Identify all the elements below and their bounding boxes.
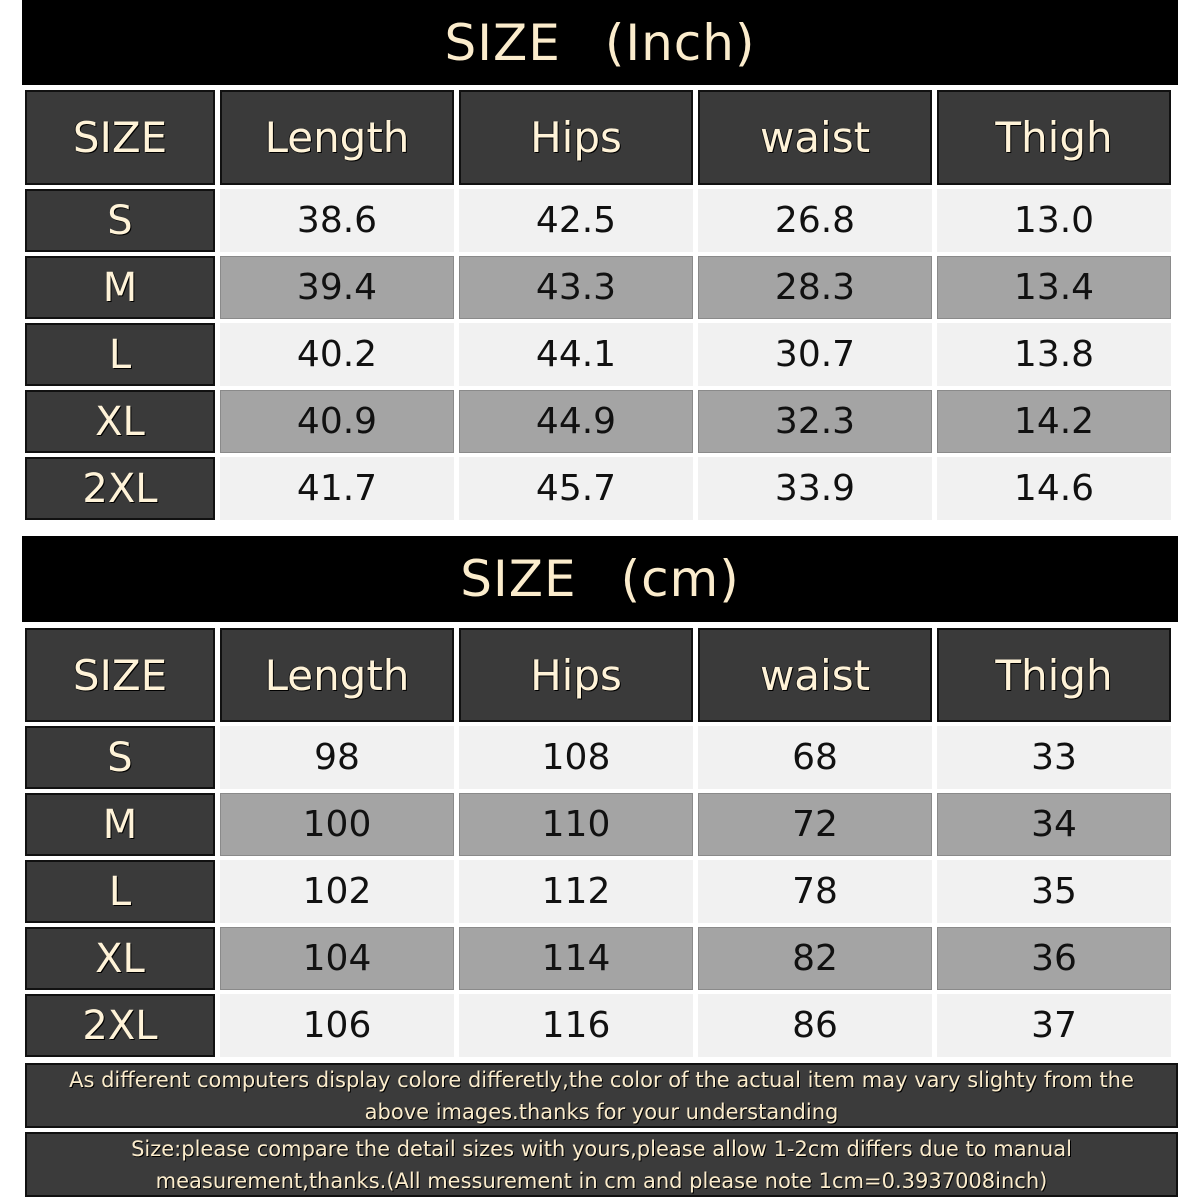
cm-header-waist: waist (698, 628, 932, 722)
inch-row-size-label: S (25, 189, 215, 252)
inch-cell-waist: 26.8 (698, 189, 932, 252)
cm-cell-thigh: 36 (937, 927, 1171, 990)
inch-cell-waist: 32.3 (698, 390, 932, 453)
inch-cell-thigh: 14.6 (937, 457, 1171, 520)
cm-cell-hips: 112 (459, 860, 693, 923)
cm-cell-waist: 78 (698, 860, 932, 923)
inch-header-thigh: Thigh (937, 90, 1171, 185)
inch-header-waist: waist (698, 90, 932, 185)
inch-row-size-label: M (25, 256, 215, 319)
inch-cell-waist: 33.9 (698, 457, 932, 520)
measurement-note: Size:please compare the detail sizes wit… (25, 1132, 1178, 1197)
cm-cell-thigh: 33 (937, 726, 1171, 789)
inch-cell-length: 41.7 (220, 457, 454, 520)
inch-title-unit: (Inch) (604, 13, 756, 72)
cm-cell-waist: 72 (698, 793, 932, 856)
cm-cell-waist: 86 (698, 994, 932, 1057)
inch-title-label: SIZE (444, 13, 561, 72)
inch-table-title: SIZE (Inch) (22, 0, 1178, 85)
cm-cell-length: 98 (220, 726, 454, 789)
cm-cell-hips: 110 (459, 793, 693, 856)
inch-cell-length: 40.2 (220, 323, 454, 386)
cm-row-size-label: M (25, 793, 215, 856)
cm-cell-thigh: 35 (937, 860, 1171, 923)
inch-cell-length: 40.9 (220, 390, 454, 453)
inch-size-table: SIZE Length Hips waist Thigh S 38.6 42.5… (25, 90, 1173, 520)
cm-cell-length: 100 (220, 793, 454, 856)
cm-cell-length: 104 (220, 927, 454, 990)
cm-row-size-label: L (25, 860, 215, 923)
cm-size-table: SIZE Length Hips waist Thigh S 98 108 68… (25, 628, 1173, 1057)
measurement-note-text: Size:please compare the detail sizes wit… (131, 1136, 1072, 1193)
cm-cell-waist: 68 (698, 726, 932, 789)
inch-cell-hips: 43.3 (459, 256, 693, 319)
cm-header-hips: Hips (459, 628, 693, 722)
inch-cell-length: 39.4 (220, 256, 454, 319)
cm-cell-thigh: 37 (937, 994, 1171, 1057)
cm-cell-hips: 108 (459, 726, 693, 789)
inch-cell-thigh: 13.8 (937, 323, 1171, 386)
cm-header-length: Length (220, 628, 454, 722)
inch-header-length: Length (220, 90, 454, 185)
cm-cell-length: 106 (220, 994, 454, 1057)
inch-row-size-label: 2XL (25, 457, 215, 520)
inch-cell-hips: 44.1 (459, 323, 693, 386)
inch-cell-waist: 28.3 (698, 256, 932, 319)
inch-row-size-label: L (25, 323, 215, 386)
inch-cell-thigh: 13.4 (937, 256, 1171, 319)
inch-cell-thigh: 14.2 (937, 390, 1171, 453)
inch-row-size-label: XL (25, 390, 215, 453)
color-disclaimer-note: As different computers display colore di… (25, 1063, 1178, 1128)
inch-header-hips: Hips (459, 90, 693, 185)
cm-cell-waist: 82 (698, 927, 932, 990)
cm-row-size-label: XL (25, 927, 215, 990)
cm-row-size-label: S (25, 726, 215, 789)
inch-header-size: SIZE (25, 90, 215, 185)
cm-cell-length: 102 (220, 860, 454, 923)
inch-cell-hips: 44.9 (459, 390, 693, 453)
inch-cell-hips: 42.5 (459, 189, 693, 252)
cm-row-size-label: 2XL (25, 994, 215, 1057)
cm-header-size: SIZE (25, 628, 215, 722)
cm-title-unit: (cm) (620, 550, 740, 608)
color-disclaimer-text: As different computers display colore di… (69, 1067, 1134, 1124)
cm-title-label: SIZE (460, 550, 577, 608)
inch-cell-hips: 45.7 (459, 457, 693, 520)
cm-cell-hips: 114 (459, 927, 693, 990)
inch-cell-waist: 30.7 (698, 323, 932, 386)
inch-cell-length: 38.6 (220, 189, 454, 252)
cm-header-thigh: Thigh (937, 628, 1171, 722)
cm-table-title: SIZE (cm) (22, 536, 1178, 622)
cm-cell-thigh: 34 (937, 793, 1171, 856)
cm-cell-hips: 116 (459, 994, 693, 1057)
inch-cell-thigh: 13.0 (937, 189, 1171, 252)
